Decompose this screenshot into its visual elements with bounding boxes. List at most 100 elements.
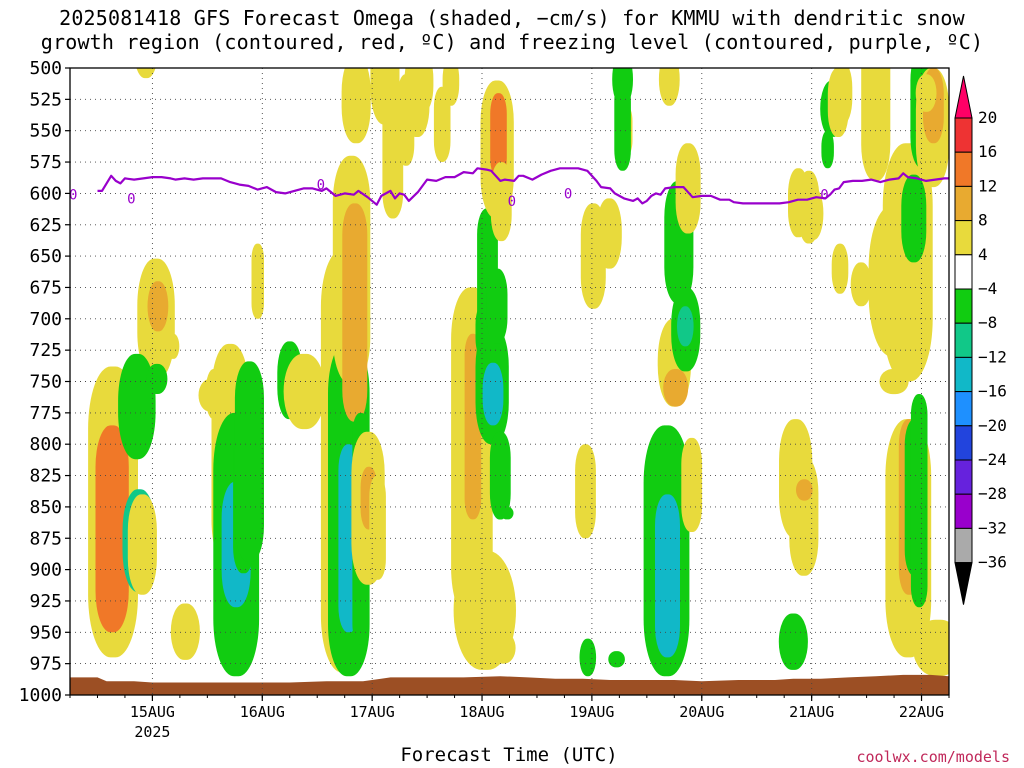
credit-link[interactable]: coolwx.com/models <box>856 748 1010 766</box>
omega-region <box>166 333 180 359</box>
y-tick-label: 825 <box>29 466 62 487</box>
colorbar-label: −36 <box>978 553 1007 572</box>
surface-terrain <box>70 674 949 695</box>
colorbar-top-arrow <box>954 75 973 119</box>
chart-title: 2025081418 GFS Forecast Omega (shaded, −… <box>0 6 1024 54</box>
y-tick-label: 650 <box>29 246 62 267</box>
colorbar-bottom-arrow <box>954 562 973 605</box>
colorbar-swatch <box>954 425 973 461</box>
omega-region <box>342 203 368 422</box>
omega-region <box>677 306 694 347</box>
omega-region <box>789 456 819 576</box>
freezing-level-label: 0 <box>127 191 135 207</box>
omega-region <box>369 475 386 580</box>
colorbar-swatch <box>954 527 973 564</box>
colorbar-swatch <box>954 288 973 324</box>
x-tick-label: 21AUG <box>789 703 834 721</box>
omega-region <box>251 243 264 319</box>
y-tick-label: 625 <box>29 215 62 236</box>
omega-region <box>486 268 508 344</box>
colorbar: 20 16 12 8 4 −4 −8 −12 −16 −20 −24 −28 −32 −36 <box>954 75 1007 605</box>
x-tick-label: 19AUG <box>569 703 614 721</box>
omega-region <box>913 619 949 677</box>
chart-title-line2: growth region (contoured, red, ºC) and f… <box>40 30 984 54</box>
y-tick-label: 500 <box>29 58 62 79</box>
y-tick-label: 675 <box>29 277 62 298</box>
omega-region <box>861 68 891 181</box>
omega-region <box>442 68 460 106</box>
omega-shading <box>88 52 949 677</box>
omega-region <box>614 80 631 171</box>
colorbar-label: −32 <box>978 518 1007 537</box>
colorbar-label: −24 <box>978 450 1007 469</box>
colorbar-label: 16 <box>978 142 997 161</box>
omega-region <box>796 479 813 501</box>
colorbar-label: 8 <box>978 211 988 230</box>
omega-region <box>170 603 200 660</box>
y-tick-label: 575 <box>29 152 62 173</box>
y-axis: 500 525 550 575 600 625 650 675 700 725 750 775 800 8… <box>19 58 70 706</box>
omega-region <box>655 494 680 658</box>
freezing-level-line <box>97 167 949 206</box>
x-axis-title: Forecast Time (UTC) <box>400 744 618 766</box>
x-tick-label: 17AUG <box>350 703 395 721</box>
freezing-level-label: 0 <box>69 188 77 204</box>
omega-region <box>234 361 264 562</box>
omega-region <box>675 143 701 234</box>
omega-region <box>608 651 625 668</box>
omega-region <box>837 52 854 66</box>
x-tick-label: 20AUG <box>679 703 724 721</box>
colorbar-swatch <box>954 493 973 529</box>
colorbar-label: 20 <box>978 108 997 127</box>
surface-terrain-fill <box>70 674 949 695</box>
omega-region <box>118 353 156 460</box>
omega-region <box>127 494 157 595</box>
colorbar-swatch <box>954 220 973 256</box>
omega-region <box>575 444 596 539</box>
y-tick-label: 1000 <box>19 685 62 706</box>
colorbar-label: 12 <box>978 176 997 195</box>
y-tick-label: 800 <box>29 434 62 455</box>
freezing-level-layer: 0 0 0 0 0 0 <box>69 167 949 210</box>
colorbar-label: −8 <box>978 313 997 332</box>
omega-region <box>915 74 937 112</box>
y-tick-label: 775 <box>29 403 62 424</box>
y-tick-label: 975 <box>29 654 62 675</box>
omega-region <box>831 68 853 125</box>
chart-title-line1: 2025081418 GFS Forecast Omega (shaded, −… <box>59 6 965 30</box>
colorbar-swatch <box>954 356 973 393</box>
colorbar-swatch <box>954 391 973 427</box>
y-tick-label: 725 <box>29 340 62 361</box>
freezing-level-label: 0 <box>564 186 572 202</box>
omega-region <box>283 353 326 430</box>
x-axis: 15AUG 2025 16AUG 17AUG 18AUG 19AUG 20AUG 21AUG 2… <box>69 695 950 741</box>
omega-region <box>490 632 516 664</box>
y-tick-label: 600 <box>29 183 62 204</box>
colorbar-swatch <box>954 117 973 153</box>
freezing-level-label: 0 <box>820 188 828 204</box>
x-tick-label: 18AUG <box>459 703 504 721</box>
omega-region <box>901 174 927 263</box>
omega-region <box>433 86 451 162</box>
omega-region <box>850 262 872 307</box>
omega-region <box>412 68 434 112</box>
omega-region <box>501 506 514 520</box>
colorbar-swatch <box>954 151 973 187</box>
y-tick-label: 875 <box>29 528 62 549</box>
colorbar-swatch <box>954 254 973 290</box>
omega-region <box>146 363 168 394</box>
omega-region <box>821 130 834 169</box>
omega-region <box>778 613 808 670</box>
colorbar-label: −28 <box>978 484 1007 503</box>
freezing-level-label: 0 <box>508 194 516 210</box>
omega-region <box>95 425 129 633</box>
omega-region <box>554 52 567 61</box>
colorbar-label: −16 <box>978 382 1007 401</box>
omega-region <box>136 68 156 79</box>
omega-region <box>147 281 169 332</box>
omega-region <box>490 93 507 179</box>
omega-region <box>663 369 689 407</box>
y-tick-label: 850 <box>29 497 62 518</box>
y-tick-label: 750 <box>29 372 62 393</box>
